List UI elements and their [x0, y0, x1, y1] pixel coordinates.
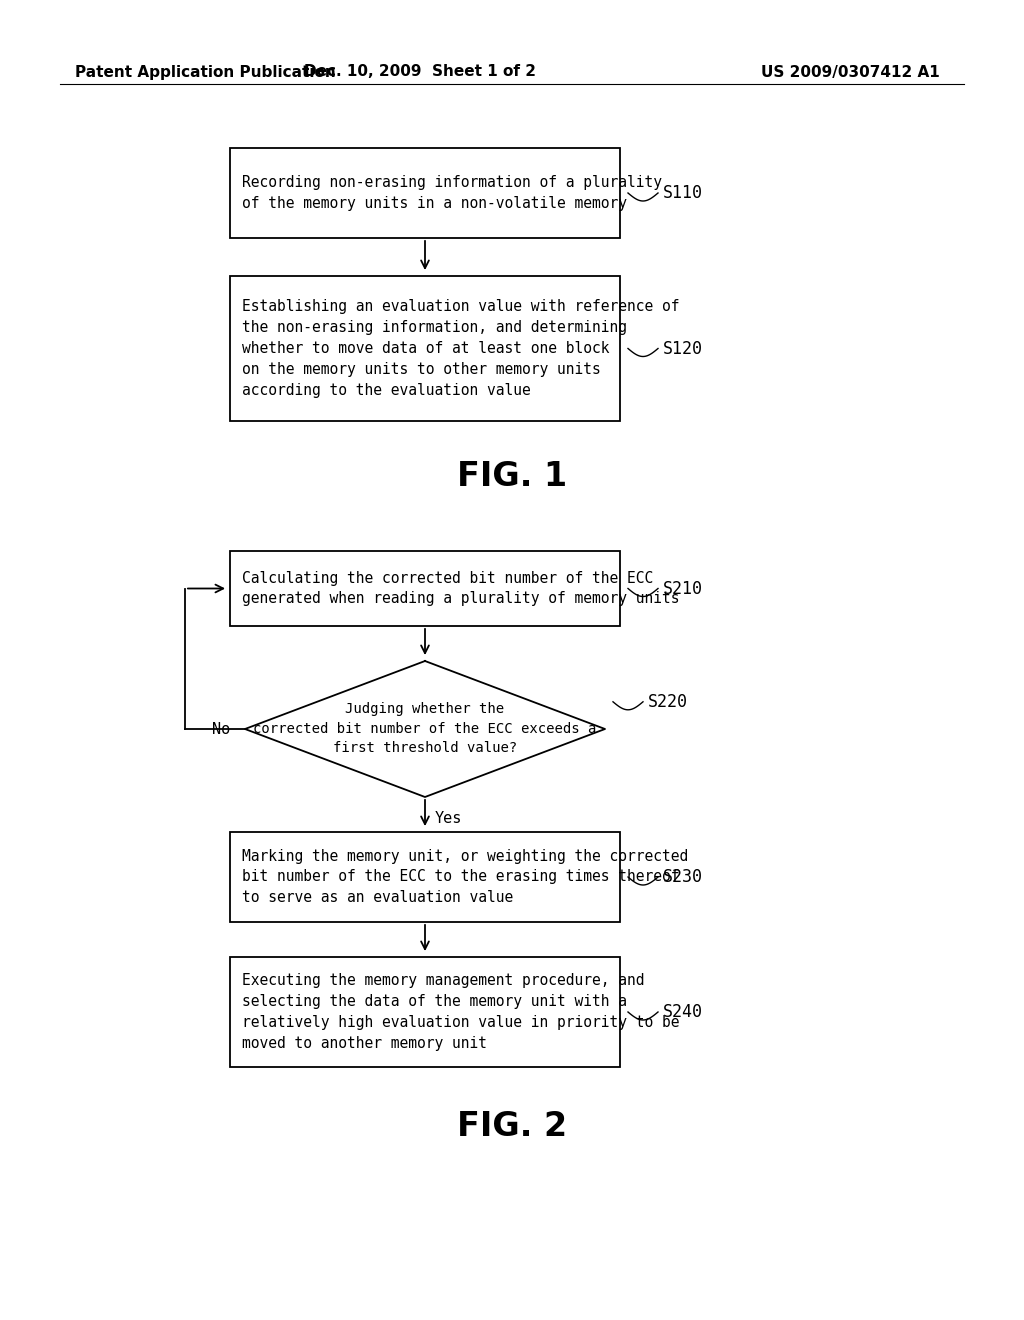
Text: Calculating the corrected bit number of the ECC
generated when reading a plurali: Calculating the corrected bit number of …	[242, 570, 680, 606]
Text: S240: S240	[663, 1003, 703, 1020]
Text: FIG. 2: FIG. 2	[457, 1110, 567, 1143]
Text: Yes: Yes	[435, 810, 463, 826]
Bar	[230, 832, 620, 921]
Bar	[230, 276, 620, 421]
Text: S110: S110	[663, 183, 703, 202]
Text: No: No	[212, 722, 230, 737]
Text: US 2009/0307412 A1: US 2009/0307412 A1	[761, 65, 940, 79]
Text: FIG. 1: FIG. 1	[457, 459, 567, 492]
Text: Establishing an evaluation value with reference of
the non-erasing information, : Establishing an evaluation value with re…	[242, 300, 680, 399]
Bar	[230, 957, 620, 1067]
Bar	[230, 550, 620, 626]
Text: Patent Application Publication: Patent Application Publication	[75, 65, 336, 79]
Text: Marking the memory unit, or weighting the corrected
bit number of the ECC to the: Marking the memory unit, or weighting th…	[242, 849, 688, 906]
Text: Recording non-erasing information of a plurality
of the memory units in a non-vo: Recording non-erasing information of a p…	[242, 176, 662, 211]
Text: S120: S120	[663, 339, 703, 358]
Text: S230: S230	[663, 869, 703, 886]
Text: Judging whether the
corrected bit number of the ECC exceeds a
first threshold va: Judging whether the corrected bit number…	[253, 702, 597, 755]
Text: Executing the memory management procedure, and
selecting the data of the memory : Executing the memory management procedur…	[242, 973, 680, 1051]
Text: Dec. 10, 2009  Sheet 1 of 2: Dec. 10, 2009 Sheet 1 of 2	[304, 65, 536, 79]
Text: S210: S210	[663, 579, 703, 598]
Bar	[230, 148, 620, 238]
Text: S220: S220	[648, 693, 688, 710]
